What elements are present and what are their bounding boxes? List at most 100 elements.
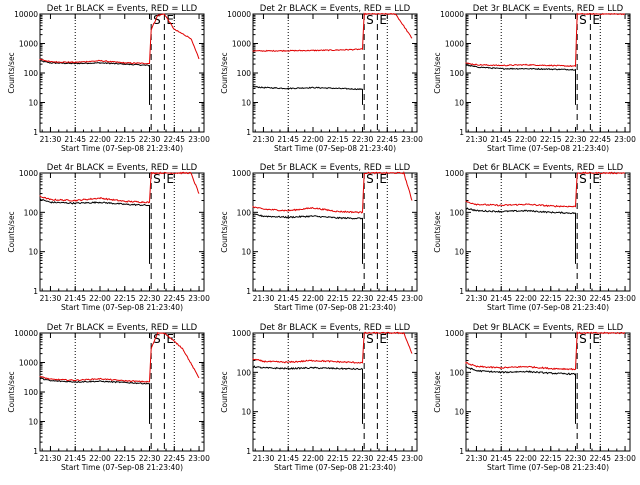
events-series-line: [39, 198, 150, 264]
x-tick-label: 22:15: [540, 294, 562, 303]
y-tick-label: 10: [241, 99, 251, 108]
y-axis-label: Counts/sec: [433, 211, 442, 252]
lld-series-line: [39, 331, 200, 383]
chart-title: Det 8r BLACK = Events, RED = LLD: [260, 323, 411, 333]
y-tick-label: 1: [459, 287, 464, 296]
x-tick-label: 23:00: [188, 454, 210, 463]
x-tick-label: 22:30: [565, 454, 587, 463]
y-tick-label: 10: [241, 248, 251, 257]
lld-series-line: [465, 12, 626, 68]
y-tick-label: 1: [246, 447, 251, 456]
x-tick-label: 23:00: [188, 135, 210, 144]
x-tick-label: 23:00: [614, 454, 636, 463]
plot-frame: [252, 13, 418, 133]
plot-frame: [39, 332, 205, 452]
plot-frame: [252, 172, 418, 292]
chart-title: Det 9r BLACK = Events, RED = LLD: [473, 323, 624, 333]
events-series-line: [252, 365, 363, 424]
x-tick-label: 21:30: [40, 135, 62, 144]
chart-panel-8: Det 8r BLACK = Events, RED = LLD 1 10 100 10…: [220, 323, 423, 472]
y-tick-label: 1: [33, 128, 38, 137]
chart-title: Det 5r BLACK = Events, RED = LLD: [260, 163, 411, 173]
chart-title: Det 6r BLACK = Events, RED = LLD: [473, 163, 624, 173]
lld-series-line: [252, 12, 413, 53]
x-axis-label: Start Time (07-Sep-08 21:23:40): [61, 463, 183, 472]
marker-label-e: E: [592, 332, 600, 346]
y-tick-label: 1000: [19, 359, 38, 368]
marker-label-s: S: [153, 332, 161, 346]
y-tick-label: 10: [28, 418, 38, 427]
x-tick-label: 22:30: [139, 294, 161, 303]
x-tick-label: 22:15: [327, 135, 349, 144]
x-tick-label: 22:00: [89, 135, 111, 144]
x-tick-label: 21:30: [466, 294, 488, 303]
chart-title: Det 7r BLACK = Events, RED = LLD: [47, 323, 198, 333]
x-tick-label: 22:15: [327, 454, 349, 463]
lld-series-line: [39, 13, 200, 65]
y-tick-label: 100: [237, 368, 252, 377]
x-tick-label: 22:00: [89, 294, 111, 303]
x-tick-label: 21:45: [277, 135, 299, 144]
x-tick-label: 22:45: [589, 454, 611, 463]
events-series-line: [252, 85, 363, 105]
y-tick-label: 10000: [227, 10, 251, 19]
chart-panel-1: Det 1r BLACK = Events, RED = LLD 1 10 100 10…: [7, 4, 210, 153]
marker-label-s: S: [579, 332, 587, 346]
x-tick-label: 21:45: [490, 454, 512, 463]
y-tick-label: 1: [246, 128, 251, 137]
chart-title: Det 3r BLACK = Events, RED = LLD: [473, 4, 624, 14]
events-series-line: [465, 64, 576, 105]
marker-label-s: S: [579, 13, 587, 27]
x-tick-label: 22:30: [139, 135, 161, 144]
y-tick-label: 10: [454, 99, 464, 108]
chart-panel-2: Det 2r BLACK = Events, RED = LLD 1 10 100 10…: [220, 4, 423, 153]
x-axis-label: Start Time (07-Sep-08 21:23:40): [487, 463, 609, 472]
x-tick-label: 23:00: [401, 135, 423, 144]
y-tick-label: 10: [454, 408, 464, 417]
x-axis-label: Start Time (07-Sep-08 21:23:40): [61, 303, 183, 312]
y-tick-label: 1: [33, 287, 38, 296]
lld-series-line: [39, 171, 200, 204]
y-tick-label: 100: [24, 208, 39, 217]
y-tick-label: 1000: [445, 40, 464, 49]
x-axis-label: Start Time (07-Sep-08 21:23:40): [487, 303, 609, 312]
marker-label-s: S: [153, 13, 161, 27]
plot-frame: [465, 13, 631, 133]
y-tick-label: 1: [33, 447, 38, 456]
x-tick-label: 22:45: [163, 294, 185, 303]
y-tick-label: 1000: [232, 329, 251, 338]
events-series-line: [252, 213, 363, 264]
y-tick-label: 1: [459, 128, 464, 137]
marker-label-s: S: [153, 172, 161, 186]
y-tick-label: 1000: [445, 329, 464, 338]
x-tick-label: 21:30: [466, 135, 488, 144]
chart-panel-5: Det 5r BLACK = Events, RED = LLD 1 10 100 10…: [220, 163, 423, 312]
y-tick-label: 1000: [232, 169, 251, 178]
x-tick-label: 21:45: [277, 454, 299, 463]
x-tick-label: 22:15: [114, 454, 136, 463]
x-tick-label: 22:00: [89, 454, 111, 463]
plot-frame: [465, 332, 631, 452]
x-tick-label: 22:30: [565, 294, 587, 303]
x-axis-label: Start Time (07-Sep-08 21:23:40): [274, 303, 396, 312]
y-tick-label: 1000: [445, 169, 464, 178]
y-axis-label: Counts/sec: [220, 52, 229, 93]
lld-series-line: [252, 171, 413, 214]
x-tick-label: 21:30: [253, 454, 275, 463]
y-axis-label: Counts/sec: [433, 371, 442, 412]
x-tick-label: 23:00: [401, 294, 423, 303]
y-tick-label: 1000: [19, 40, 38, 49]
y-axis-label: Counts/sec: [220, 211, 229, 252]
plot-frame: [252, 332, 418, 452]
x-tick-label: 23:00: [401, 454, 423, 463]
marker-label-e: E: [379, 13, 387, 27]
x-tick-label: 22:30: [352, 135, 374, 144]
x-axis-label: Start Time (07-Sep-08 21:23:40): [61, 144, 183, 153]
y-tick-label: 10: [28, 99, 38, 108]
y-tick-label: 100: [450, 368, 465, 377]
y-tick-label: 100: [24, 69, 39, 78]
y-tick-label: 100: [237, 208, 252, 217]
chart-title: Det 4r BLACK = Events, RED = LLD: [47, 163, 198, 173]
y-tick-label: 10: [454, 248, 464, 257]
x-tick-label: 21:30: [40, 454, 62, 463]
